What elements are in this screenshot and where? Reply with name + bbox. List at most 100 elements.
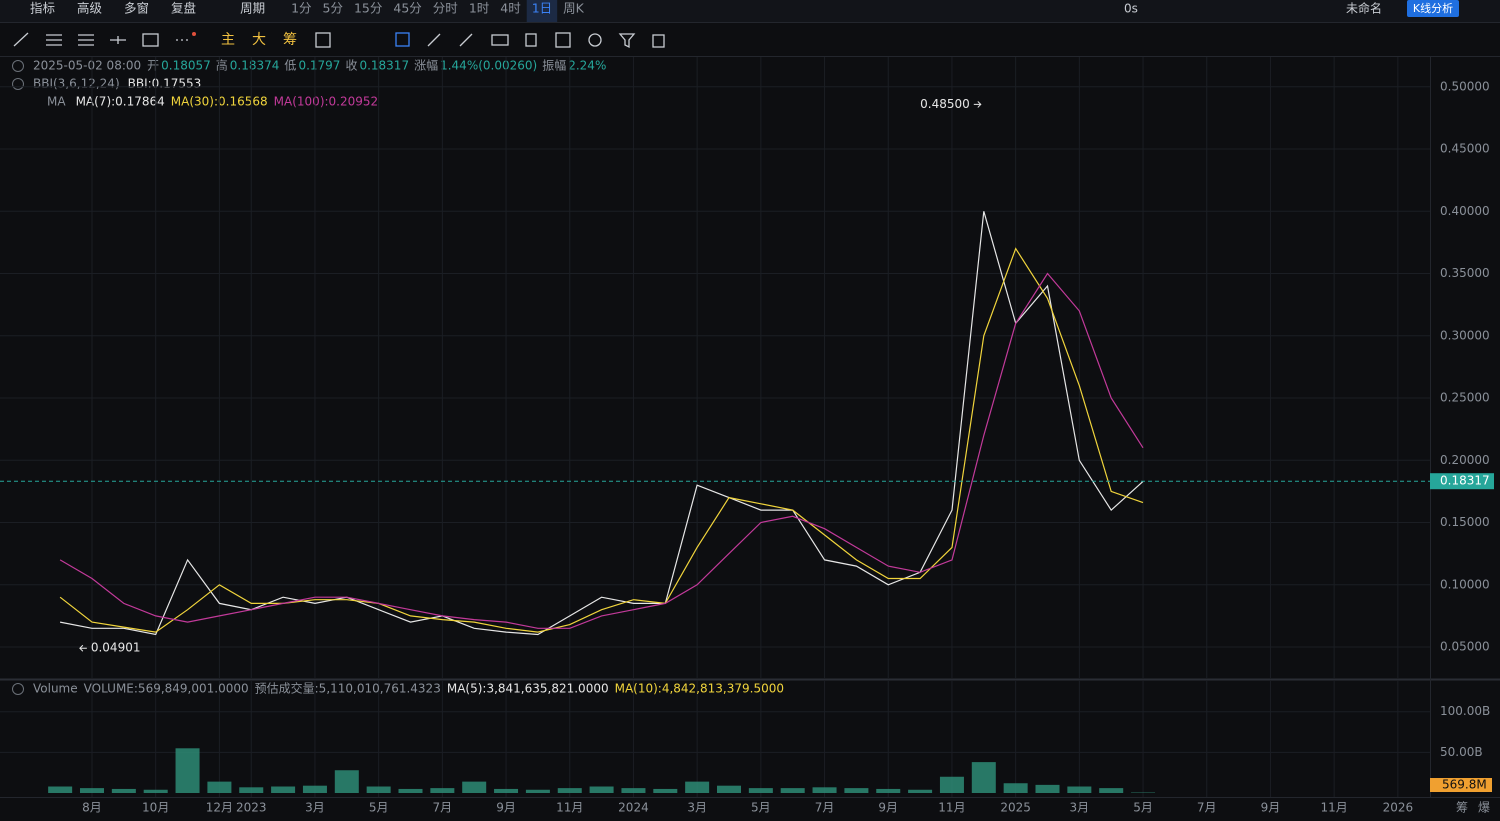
field-label: 开 xyxy=(147,59,159,73)
volume-bar xyxy=(557,788,582,793)
y-tick-label: 0.25000 xyxy=(1440,391,1490,405)
field-label: 振幅 xyxy=(542,58,566,73)
collapse-icon[interactable] xyxy=(12,60,24,72)
field-value: 2.24% xyxy=(568,59,606,73)
period-button[interactable]: 4时 xyxy=(500,1,521,16)
last-price-box xyxy=(1430,473,1494,490)
volume-header: MA(5):3,841,635,821.0000 xyxy=(447,682,609,696)
tool-icon[interactable] xyxy=(427,33,441,47)
tool-icon[interactable] xyxy=(491,34,509,46)
tool-icon[interactable] xyxy=(13,32,29,47)
volume-bar xyxy=(207,781,232,793)
tool-icon[interactable] xyxy=(315,32,331,48)
period-button[interactable]: 周K xyxy=(563,1,585,16)
x-tick-label: 2025 xyxy=(1000,801,1031,815)
period-button[interactable]: 1日 xyxy=(532,1,552,16)
period-button[interactable]: 5分 xyxy=(323,1,343,16)
volume-bar xyxy=(366,786,391,793)
ma-line xyxy=(59,247,1144,633)
timer: 0s xyxy=(1124,2,1138,16)
ma-legend: MA(7):0.17864 xyxy=(76,95,165,109)
y-tick-label: 0.10000 xyxy=(1440,577,1490,591)
tool-icon[interactable] xyxy=(652,34,665,48)
toolbar-button[interactable]: 指标 xyxy=(30,1,55,16)
x-tick-label: 9月 xyxy=(1261,801,1281,815)
tool-icon[interactable] xyxy=(555,32,571,48)
collapse-icon[interactable] xyxy=(12,78,24,90)
tool-icon[interactable] xyxy=(459,33,473,47)
x-tick-label: 10月 xyxy=(142,801,169,815)
x-tick-label: 9月 xyxy=(878,801,898,815)
toolbar-button[interactable]: 周期 xyxy=(240,1,265,16)
volume-bar xyxy=(48,786,73,793)
volume-bar xyxy=(111,788,136,793)
datetime: 2025-05-02 08:00 xyxy=(33,59,141,73)
tool-icon[interactable] xyxy=(395,32,410,47)
ma-line xyxy=(59,272,1144,629)
period-button[interactable]: 45分 xyxy=(393,1,421,16)
volume-bar xyxy=(271,786,296,793)
last-price-label: 0.18317 xyxy=(1440,474,1490,488)
y-tick-label: 0.30000 xyxy=(1440,328,1490,342)
tool-icon[interactable] xyxy=(588,33,602,47)
x-tick-label: 3月 xyxy=(1070,801,1090,815)
volume-bar xyxy=(876,788,901,793)
y-tick-label: 0.05000 xyxy=(1440,639,1490,653)
volume-bar xyxy=(143,789,168,793)
period-button[interactable]: 1分 xyxy=(291,1,311,16)
tool-icon[interactable] xyxy=(142,33,159,47)
tool-text[interactable]: 主 xyxy=(221,32,235,48)
volume-bar xyxy=(430,788,455,793)
volume-bar xyxy=(334,770,359,793)
kline-button-bg[interactable] xyxy=(1407,0,1459,17)
field-label: 低 xyxy=(284,59,296,73)
volume-bar xyxy=(717,785,741,793)
period-button[interactable]: 15分 xyxy=(354,1,382,16)
low-label: 0.04901 xyxy=(91,641,141,655)
collapse-icon[interactable] xyxy=(12,683,24,695)
toolbar-button[interactable]: 高级 xyxy=(77,1,103,16)
x-tick-label: 2024 xyxy=(618,801,649,815)
volume-bar xyxy=(175,748,200,793)
toolbar-button[interactable]: 复盘 xyxy=(171,1,196,16)
ma-line xyxy=(59,211,1144,636)
period-button[interactable]: 分时 xyxy=(433,1,459,16)
volume-bar xyxy=(939,776,964,793)
layout-name[interactable]: 未命名 xyxy=(1346,1,1382,16)
volume-bar xyxy=(525,789,550,793)
field-value: 1.44%(0.00260) xyxy=(440,59,537,73)
x-tick-label: 7月 xyxy=(1197,801,1217,815)
volume-bar xyxy=(462,781,487,793)
volume-header: Volume xyxy=(33,682,78,696)
field-value: 0.18374 xyxy=(230,59,280,73)
y-tick-label: 0.50000 xyxy=(1440,79,1490,93)
tool-icon[interactable] xyxy=(618,33,636,49)
period-button[interactable]: 1时 xyxy=(469,1,490,16)
field-value: 0.18317 xyxy=(359,59,409,73)
tool-icon[interactable] xyxy=(110,36,126,44)
tool-icon[interactable] xyxy=(78,34,94,46)
tool-text[interactable]: 筹 xyxy=(283,31,297,48)
volume-bar xyxy=(908,789,933,793)
x-tick-label: 11月 xyxy=(938,801,965,815)
volume-bar xyxy=(1099,788,1124,793)
y-tick-label: 0.35000 xyxy=(1440,266,1490,280)
x-tick-label: 5月 xyxy=(369,801,389,815)
volume-header: 预估成交量:5,110,010,761.4323 xyxy=(255,681,441,696)
tool-icon[interactable] xyxy=(525,33,537,47)
volume-bar xyxy=(653,788,678,793)
toolbar-button[interactable]: 多窗 xyxy=(124,1,149,16)
field-value: 0.1797 xyxy=(298,59,340,73)
tool-text[interactable]: 大 xyxy=(252,32,266,48)
bottom-right[interactable]: 爆 xyxy=(1478,801,1490,815)
volume-bar xyxy=(780,788,805,793)
volume-header: MA(10):4,842,813,379.5000 xyxy=(615,682,784,696)
ma-title: MA xyxy=(47,95,66,109)
x-tick-label: 2023 xyxy=(236,801,267,815)
tool-icon[interactable] xyxy=(46,34,62,46)
kline-button[interactable]: K线分析 xyxy=(1413,1,1453,15)
y-tick-label: 0.40000 xyxy=(1440,204,1490,218)
bottom-right[interactable]: 筹 xyxy=(1456,801,1468,815)
